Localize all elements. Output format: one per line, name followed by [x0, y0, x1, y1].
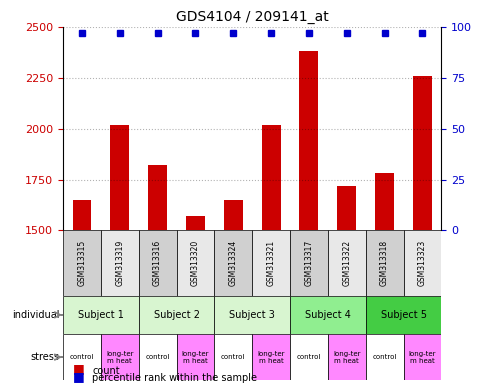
Text: GSM313317: GSM313317: [304, 240, 313, 286]
FancyBboxPatch shape: [138, 230, 176, 296]
FancyBboxPatch shape: [63, 296, 138, 334]
Text: control: control: [70, 354, 94, 360]
Text: GSM313324: GSM313324: [228, 240, 237, 286]
FancyBboxPatch shape: [101, 334, 138, 380]
FancyBboxPatch shape: [365, 296, 440, 334]
Text: GSM313321: GSM313321: [266, 240, 275, 286]
Text: long-ter
m heat: long-ter m heat: [257, 351, 284, 364]
Text: ■: ■: [73, 362, 84, 376]
Text: stress: stress: [30, 352, 59, 362]
Bar: [223, 200, 242, 230]
FancyBboxPatch shape: [214, 334, 252, 380]
FancyBboxPatch shape: [403, 334, 440, 380]
Text: count: count: [92, 366, 120, 376]
Bar: [110, 124, 129, 230]
Text: Subject 5: Subject 5: [380, 310, 425, 320]
FancyBboxPatch shape: [403, 230, 440, 296]
Text: control: control: [221, 354, 245, 360]
Title: GDS4104 / 209141_at: GDS4104 / 209141_at: [176, 10, 328, 25]
FancyBboxPatch shape: [176, 230, 214, 296]
FancyBboxPatch shape: [252, 334, 289, 380]
Bar: [299, 51, 318, 230]
Bar: [374, 174, 393, 230]
Text: Subject 2: Subject 2: [153, 310, 199, 320]
Text: GSM313315: GSM313315: [77, 240, 86, 286]
FancyBboxPatch shape: [289, 334, 327, 380]
FancyBboxPatch shape: [138, 296, 214, 334]
Text: Subject 3: Subject 3: [229, 310, 274, 320]
Bar: [185, 216, 204, 230]
FancyBboxPatch shape: [63, 334, 101, 380]
Text: long-ter
m heat: long-ter m heat: [333, 351, 360, 364]
Text: ■: ■: [73, 370, 84, 383]
Text: long-ter
m heat: long-ter m heat: [182, 351, 209, 364]
Text: control: control: [372, 354, 396, 360]
FancyBboxPatch shape: [327, 334, 365, 380]
Text: Subject 1: Subject 1: [78, 310, 123, 320]
Text: control: control: [145, 354, 169, 360]
Text: GSM313316: GSM313316: [153, 240, 162, 286]
Text: percentile rank within the sample: percentile rank within the sample: [92, 373, 257, 383]
Text: long-ter
m heat: long-ter m heat: [408, 351, 435, 364]
Text: Subject 4: Subject 4: [304, 310, 350, 320]
FancyBboxPatch shape: [365, 334, 403, 380]
Bar: [412, 76, 431, 230]
Text: GSM313318: GSM313318: [379, 240, 388, 286]
Bar: [148, 165, 166, 230]
Bar: [73, 200, 91, 230]
Text: individual: individual: [12, 310, 59, 320]
FancyBboxPatch shape: [214, 230, 252, 296]
FancyBboxPatch shape: [289, 296, 365, 334]
FancyBboxPatch shape: [289, 230, 327, 296]
Text: GSM313319: GSM313319: [115, 240, 124, 286]
Text: control: control: [296, 354, 320, 360]
FancyBboxPatch shape: [63, 230, 101, 296]
FancyBboxPatch shape: [252, 230, 289, 296]
Bar: [261, 124, 280, 230]
FancyBboxPatch shape: [176, 334, 214, 380]
Bar: [336, 185, 355, 230]
Text: GSM313322: GSM313322: [342, 240, 350, 286]
Text: GSM313320: GSM313320: [191, 240, 199, 286]
Text: long-ter
m heat: long-ter m heat: [106, 351, 133, 364]
FancyBboxPatch shape: [327, 230, 365, 296]
Text: GSM313323: GSM313323: [417, 240, 426, 286]
FancyBboxPatch shape: [365, 230, 403, 296]
FancyBboxPatch shape: [101, 230, 138, 296]
FancyBboxPatch shape: [214, 296, 289, 334]
FancyBboxPatch shape: [138, 334, 176, 380]
